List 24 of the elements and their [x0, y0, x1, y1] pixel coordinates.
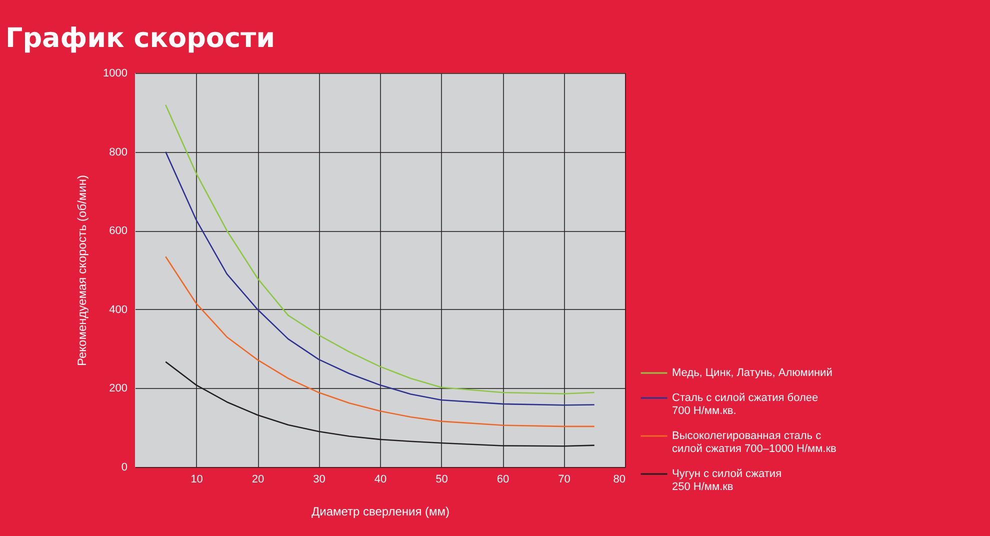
x-tick-label: 60 [496, 474, 510, 486]
legend-label: Чугун с силой сжатия 250 Н/мм.кв [672, 468, 782, 493]
x-tick-label: 20 [252, 474, 264, 486]
y-tick-label: 600 [109, 225, 128, 238]
y-axis-title: Рекомендуемая скорость (об/мин) [75, 175, 90, 366]
legend-label: Сталь с силой сжатия более 700 Н/мм.кв. [672, 392, 818, 417]
x-tick-label: 30 [313, 474, 326, 486]
x-tick-label: 40 [374, 474, 387, 486]
legend-label: Высоколегированная сталь с силой сжатия 700–1000 Н/мм.кв [672, 430, 837, 455]
line-series [164, 104, 596, 394]
y-tick-label: 200 [109, 382, 128, 395]
x-tick-label: 80 [613, 474, 626, 486]
x-axis-title: Диаметр сверления (мм) [311, 504, 450, 518]
line-series [164, 151, 596, 406]
y-tick-label: 0 [121, 462, 128, 474]
chart-title: График скорости [6, 23, 276, 54]
x-tick-label: 70 [558, 474, 570, 486]
x-tick-label: 10 [190, 474, 203, 486]
y-tick-label: 400 [109, 304, 128, 316]
y-tick-label: 1000 [103, 68, 128, 80]
y-tick-label: 800 [109, 146, 128, 158]
line-series [164, 256, 596, 428]
x-tick-label: 50 [436, 474, 448, 486]
legend-label: Медь, Цинк, Латунь, Алюминий [672, 367, 832, 379]
